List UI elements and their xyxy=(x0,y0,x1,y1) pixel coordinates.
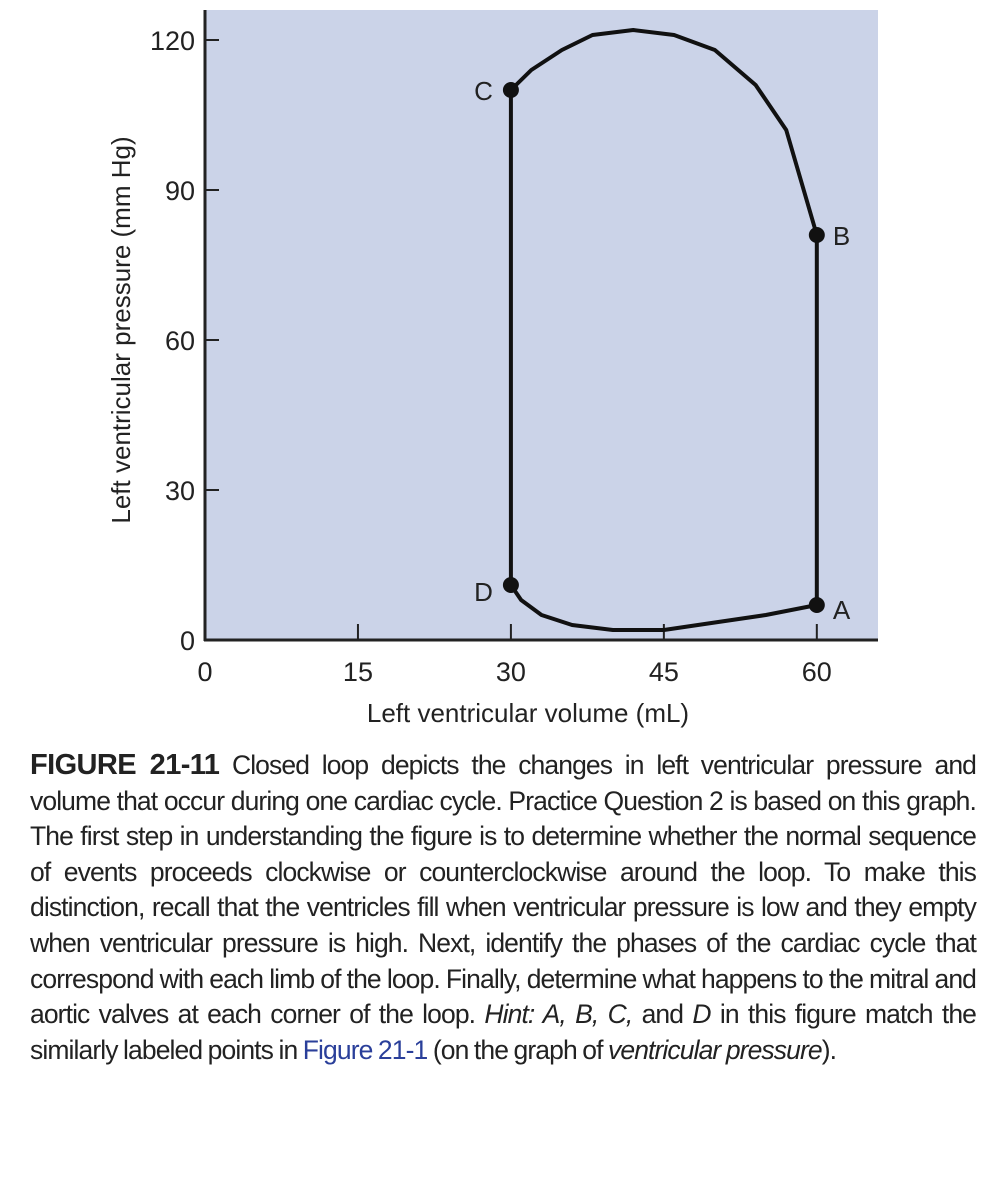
loop-segment-B-C xyxy=(508,28,819,237)
point-A xyxy=(808,597,825,613)
caption-text: and xyxy=(632,999,693,1030)
point-C xyxy=(502,82,519,98)
caption-d: D xyxy=(692,999,711,1030)
x-tick-label: 30 xyxy=(496,657,526,687)
caption-text: ). xyxy=(821,1034,837,1065)
point-label-C: C xyxy=(474,76,493,106)
point-label-D: D xyxy=(474,577,493,607)
y-axis-title: Left ventricular pressure (mm Hg) xyxy=(106,136,136,523)
caption-text: Closed loop depicts the changes in left … xyxy=(30,750,977,1030)
y-tick-label: 60 xyxy=(165,326,195,356)
y-tick-label: 0 xyxy=(180,626,195,656)
plot-background xyxy=(205,10,878,640)
caption-text: (on the graph of xyxy=(427,1034,609,1065)
caption-text: in this figure match the similarly label… xyxy=(30,999,977,1065)
x-tick-label: 15 xyxy=(343,657,373,687)
x-tick-label: 60 xyxy=(802,657,832,687)
figure-number: FIGURE 21-11 xyxy=(30,749,220,781)
figure-link[interactable]: Figure 21-1 xyxy=(302,1034,429,1065)
caption-vp: ventricular pressure xyxy=(608,1034,823,1065)
point-label-B: B xyxy=(833,221,850,251)
y-tick-label: 30 xyxy=(165,476,195,506)
x-tick-label: 45 xyxy=(649,657,679,687)
x-axis-title: Left ventricular volume (mL) xyxy=(367,698,689,728)
loop-segment-D-A xyxy=(508,583,819,632)
figure-caption: FIGURE 21-11 Closed loop depicts the cha… xyxy=(30,748,977,1068)
caption-hint: Hint: A, B, C, xyxy=(484,999,633,1030)
y-tick-label: 90 xyxy=(165,176,195,206)
point-label-A: A xyxy=(833,595,851,625)
pressure-volume-chart: 0 15 30 45 60 0 30 60 90 120 A B C D Left ventricula… xyxy=(106,10,878,728)
x-tick-label: 0 xyxy=(197,657,212,687)
y-tick-label: 120 xyxy=(150,26,195,56)
point-D xyxy=(502,577,519,593)
point-B xyxy=(808,227,825,243)
